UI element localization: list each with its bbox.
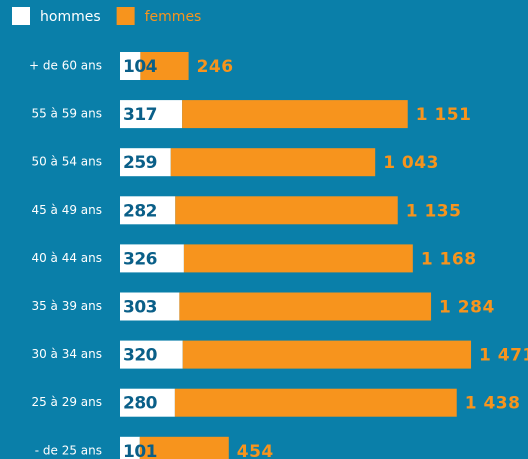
legend-label: hommes — [40, 9, 101, 25]
bar-segment — [120, 100, 183, 129]
category-label: + de 60 ans — [29, 59, 102, 73]
bar-segment — [174, 388, 457, 417]
category-label: 45 à 49 ans — [31, 203, 102, 217]
value-label: 1 168 — [421, 249, 477, 269]
bar-segment — [170, 148, 376, 177]
category-label: 25 à 29 ans — [31, 395, 102, 409]
value-label: 1 438 — [465, 394, 521, 414]
bar-segment — [120, 196, 176, 225]
value-label: 259 — [123, 153, 157, 173]
legend-swatch — [116, 7, 135, 25]
bar-segment — [120, 436, 140, 459]
value-label: 317 — [123, 105, 157, 125]
bar-segment — [183, 244, 413, 273]
bar-segment — [120, 388, 175, 417]
value-label: 101 — [123, 442, 157, 459]
bar-segment — [120, 52, 141, 80]
bar-segment — [182, 100, 408, 129]
bar-segment — [182, 340, 472, 369]
category-label: - de 25 ans — [35, 443, 102, 457]
value-label: 1 284 — [439, 298, 495, 318]
value-label: 320 — [123, 346, 158, 366]
value-label: 1 043 — [383, 153, 439, 173]
value-label: 280 — [123, 394, 158, 414]
bar-segment — [120, 148, 171, 177]
category-label: 30 à 34 ans — [31, 347, 102, 361]
category-label: 50 à 54 ans — [31, 155, 102, 169]
value-label: 1 151 — [416, 105, 472, 125]
value-label: 454 — [237, 442, 274, 459]
value-label: 303 — [123, 298, 157, 318]
category-label: 40 à 44 ans — [31, 251, 102, 265]
bar-segment — [120, 244, 184, 273]
bar-segment — [120, 292, 180, 321]
bar-segment — [120, 340, 183, 369]
bar-segment — [175, 196, 398, 225]
bar-segment — [139, 436, 229, 459]
legend-label: femmes — [145, 9, 202, 25]
value-label: 1 471 — [479, 346, 528, 366]
legend-swatch — [12, 7, 30, 25]
bar-segment — [179, 292, 432, 321]
bar-segment — [140, 52, 189, 80]
value-label: 282 — [123, 201, 157, 221]
category-label: 55 à 59 ans — [31, 107, 102, 121]
value-label: 326 — [123, 249, 157, 269]
value-label: 1 135 — [406, 201, 462, 221]
value-label: 104 — [123, 57, 158, 77]
category-label: 35 à 39 ans — [31, 299, 102, 313]
value-label: 246 — [197, 57, 234, 77]
